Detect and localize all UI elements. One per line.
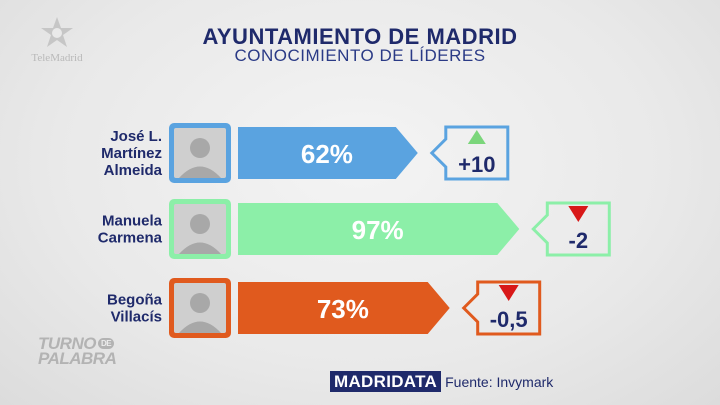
down-arrow-icon: [498, 285, 519, 301]
avatar-body: [179, 242, 221, 254]
avatar-head: [190, 214, 210, 234]
bar: [238, 203, 520, 255]
change-label: -2: [569, 228, 589, 253]
category-label: Manuela Carmena: [98, 213, 163, 247]
source-line: MADRIDATA Fuente: Invymark: [330, 371, 553, 392]
change-callout: [531, 201, 611, 257]
channel-logo-text: TeleMadrid: [31, 52, 83, 64]
avatar-head: [190, 293, 210, 313]
program-logo-line1: TURNO: [38, 334, 96, 353]
change-callout: [429, 125, 510, 181]
program-logo-line2: PALABRA: [38, 349, 117, 368]
data-label: 97%: [352, 215, 404, 245]
telemadrid-logo: TeleMadrid: [22, 16, 92, 64]
chart-title: AYUNTAMIENTO DE MADRID: [202, 24, 518, 49]
change-callout: [461, 280, 542, 336]
category-label: Begoña Villacís: [107, 292, 163, 326]
avatar-body: [179, 166, 221, 178]
avatar-body: [179, 321, 221, 333]
source-label: Fuente: Invymark: [445, 373, 554, 390]
data-label: 73%: [317, 294, 369, 324]
bar: [238, 282, 450, 334]
bar: [238, 127, 418, 179]
down-arrow-icon: [568, 206, 589, 222]
up-arrow-icon: [467, 130, 486, 144]
change-label: -0,5: [490, 307, 528, 332]
data-label: 62%: [301, 139, 353, 169]
avatar-head: [190, 138, 210, 158]
star-icon: [41, 17, 73, 47]
category-label: José L. Martínez Almeida: [101, 128, 162, 179]
program-logo-badge: DE: [97, 338, 115, 349]
program-logo: TURNO DE PALABRA: [38, 334, 117, 368]
chart-subtitle: CONOCIMIENTO DE LÍDERES: [234, 46, 486, 65]
brand-label: MADRIDATA: [330, 371, 442, 392]
change-label: +10: [458, 152, 495, 177]
